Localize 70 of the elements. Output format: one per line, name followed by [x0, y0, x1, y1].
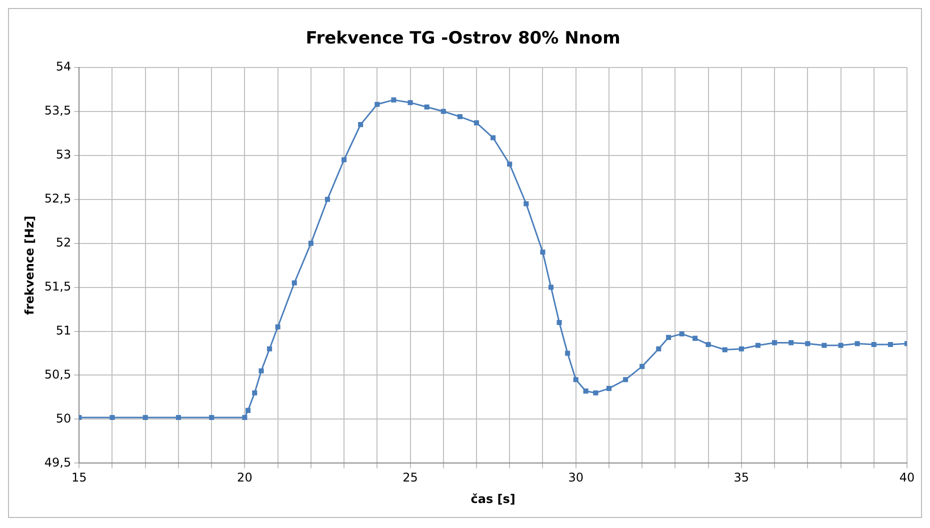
point	[292, 280, 297, 286]
point	[440, 108, 446, 114]
point	[706, 342, 711, 347]
point	[805, 341, 810, 346]
point	[474, 120, 480, 126]
point	[245, 408, 251, 413]
y-tick-label: 49,5	[44, 455, 72, 470]
point	[573, 377, 578, 382]
y-tick-label: 51,5	[44, 279, 72, 294]
point	[457, 114, 462, 120]
point	[258, 368, 264, 374]
point	[358, 122, 364, 128]
point	[374, 102, 380, 107]
point	[838, 342, 844, 348]
point	[722, 347, 728, 352]
x-tick-label: 15	[71, 470, 87, 485]
point	[209, 414, 214, 420]
x-axis-title: čas [s]	[470, 492, 516, 506]
point	[854, 341, 860, 346]
y-tick-label: 52,5	[44, 191, 72, 206]
x-tick-label: 20	[237, 470, 252, 485]
y-tick-label: 50,5	[44, 367, 72, 382]
point	[548, 284, 554, 290]
point	[871, 342, 876, 347]
x-tick-label: 35	[734, 470, 750, 485]
x-tick-label: 30	[568, 470, 584, 485]
point	[524, 201, 529, 206]
point	[888, 342, 893, 347]
x-tick-label: 40	[899, 470, 915, 485]
point	[408, 100, 413, 106]
point	[666, 334, 672, 340]
y-tick-label: 50	[56, 411, 72, 426]
point	[593, 390, 598, 396]
point	[656, 346, 662, 352]
point	[391, 97, 396, 102]
point	[738, 346, 744, 352]
point	[267, 346, 272, 352]
point	[142, 414, 148, 420]
point	[788, 340, 794, 346]
point	[308, 240, 314, 246]
y-tick-label: 53	[56, 147, 72, 162]
point	[623, 377, 628, 382]
point	[176, 414, 181, 420]
point	[424, 104, 430, 110]
chart-title: Frekvence TG -Ostrov 80% Nnom	[306, 28, 620, 49]
point	[110, 414, 115, 420]
point	[556, 320, 562, 325]
x-tick-label: 25	[402, 470, 418, 485]
point	[772, 340, 778, 346]
point	[679, 331, 684, 336]
point	[507, 162, 512, 167]
point	[540, 250, 546, 255]
point	[692, 336, 698, 341]
point	[583, 388, 588, 394]
y-tick-label: 51	[56, 323, 72, 338]
point	[342, 157, 347, 162]
point	[275, 324, 280, 330]
point	[490, 135, 496, 140]
y-tick-label: 54	[56, 60, 72, 74]
y-tick-label: 52	[56, 235, 72, 250]
point	[640, 364, 645, 369]
point	[565, 350, 570, 356]
point	[606, 386, 612, 391]
point	[242, 414, 248, 420]
point	[755, 342, 760, 348]
y-tick-label: 53,5	[44, 104, 72, 118]
point	[822, 342, 827, 348]
point	[324, 196, 330, 202]
point	[252, 390, 258, 396]
y-axis-title: frekvence [Hz]	[22, 216, 36, 315]
